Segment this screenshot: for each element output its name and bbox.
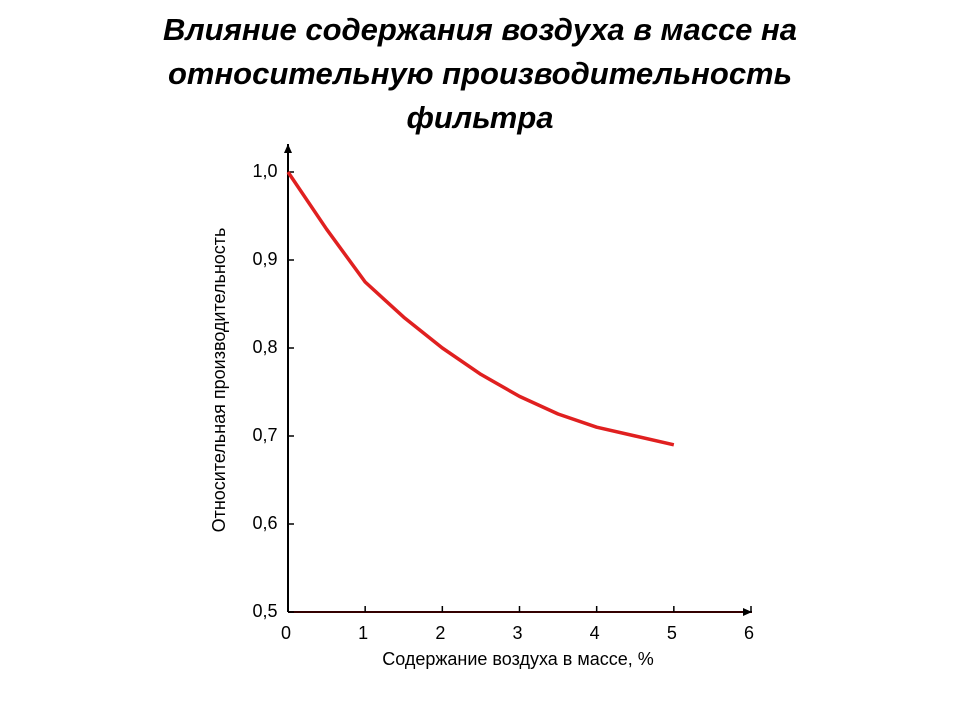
- y-tick-label: 0,9: [252, 249, 277, 269]
- data-line: [286, 171, 675, 447]
- x-tick-label: 2: [435, 623, 445, 643]
- y-axis-title: Относительная производительность: [209, 228, 229, 533]
- y-tick-label: 0,7: [252, 425, 277, 445]
- title-line: Влияние содержания воздуха в массе на: [162, 12, 798, 47]
- x-tick-label: 0: [281, 623, 291, 643]
- x-axis-title: Содержание воздуха в массе, %: [382, 649, 654, 669]
- y-tick-label: 0,6: [252, 513, 277, 533]
- title-line: фильтра: [406, 100, 554, 135]
- x-tick-label: 6: [744, 623, 754, 643]
- x-tick-label: 1: [358, 623, 368, 643]
- y-tick-label: 1,0: [252, 161, 277, 181]
- y-tick-label: 0,5: [252, 601, 277, 621]
- title-line: относительную производительность: [167, 56, 793, 91]
- x-tick-label: 4: [590, 623, 600, 643]
- chart-title: Влияние содержания воздуха в массе на отн…: [0, 8, 960, 140]
- x-tick-label: 5: [667, 623, 677, 643]
- y-tick-label: 0,8: [252, 337, 277, 357]
- x-tick-label: 3: [512, 623, 522, 643]
